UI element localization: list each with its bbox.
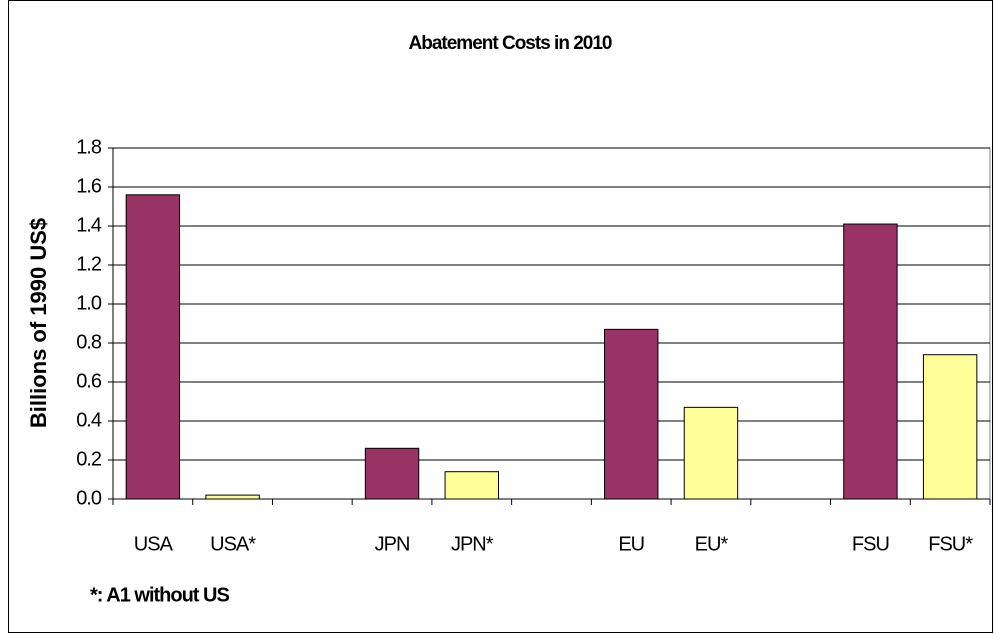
y-tick-label: 1.8	[76, 136, 102, 158]
y-tick-label: 0.0	[76, 487, 102, 509]
x-tick-label: FSU	[852, 533, 889, 555]
x-tick-label: EU	[618, 533, 644, 555]
bar	[205, 494, 260, 500]
bar	[683, 406, 739, 500]
y-tick-label: 1.2	[76, 253, 102, 275]
bar	[922, 354, 978, 500]
bar	[843, 223, 898, 500]
bar	[444, 471, 499, 500]
x-tick-label: USA*	[210, 533, 256, 555]
y-tick-label: 0.2	[76, 448, 102, 470]
y-tick-label: 0.4	[76, 409, 102, 431]
bar	[125, 194, 181, 500]
x-tick-label: JPN*	[451, 533, 494, 555]
bar	[604, 328, 659, 500]
y-tick-label: 1.6	[76, 175, 102, 197]
y-tick-label: 0.8	[76, 331, 102, 353]
y-tick-label: 1.0	[76, 292, 102, 314]
y-axis-label: Billions of 1990 US$	[26, 218, 51, 428]
bar	[364, 447, 420, 500]
x-tick-label: FSU*	[928, 533, 973, 555]
x-tick-label: JPN	[375, 533, 410, 555]
chart-title: Abatement Costs in 2010	[409, 33, 612, 54]
y-tick-label: 0.6	[76, 370, 102, 392]
x-tick-label: EU*	[695, 533, 729, 555]
y-tick-label: 1.4	[76, 214, 102, 236]
x-tick-label: USA	[134, 533, 174, 555]
annotation: *: A1 without US	[90, 584, 229, 606]
